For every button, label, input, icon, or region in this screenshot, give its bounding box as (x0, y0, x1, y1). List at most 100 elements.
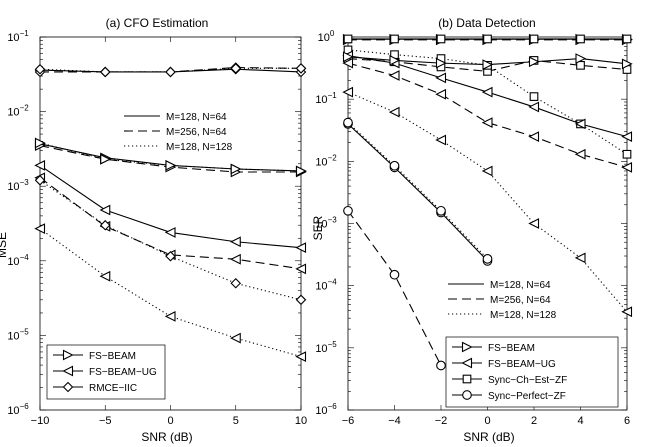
panel-a-xlabel: SNR (dB) (141, 430, 192, 444)
data-point (164, 310, 176, 322)
data-point (435, 88, 447, 100)
data-point (574, 252, 586, 264)
data-point (436, 205, 446, 216)
y-tick-label: 10−1 (315, 91, 337, 106)
data-point (482, 254, 493, 264)
series-line (39, 228, 302, 358)
legend-marker-label: FS−BEAM−UG (89, 367, 157, 378)
data-point (481, 117, 493, 128)
x-tick-label: −6 (342, 415, 355, 427)
series-line (39, 179, 302, 301)
data-point (164, 227, 176, 238)
y-tick-label: 10−3 (7, 178, 29, 193)
data-point (343, 34, 353, 44)
panel-cfo-estimation: (a) CFO Estimation SNR (dB) MSE −10 −5 0 5 1… (0, 16, 307, 444)
y-tick-label: 10−6 (7, 402, 29, 417)
panel-a-linestyle-legend: M=128, N=64 M=256, N=64 M=128, N=128 (124, 112, 233, 153)
data-point (34, 63, 46, 75)
data-point (34, 137, 46, 149)
y-tick-label: 10−2 (7, 104, 29, 119)
data-point (342, 86, 354, 98)
data-point (621, 131, 633, 142)
panel-data-detection: (b) Data Detection SNR (dB) SER −6 −4 −2 0 2… (311, 16, 633, 444)
panel-b-ylabel: SER (311, 215, 325, 240)
data-point (342, 51, 354, 63)
data-point (165, 160, 177, 171)
x-tick-label: 0 (167, 415, 173, 427)
panel-b-axes: −6 −4 −2 0 2 4 6 10−6 10−5 10−4 10−3 10−2 10−1 100 (315, 29, 630, 427)
data-point (621, 306, 633, 318)
data-point (481, 165, 493, 177)
x-tick-label: −5 (99, 415, 112, 427)
legend-line-label: M=128, N=64 (490, 280, 551, 291)
data-point (295, 351, 307, 362)
y-tick-label: 100 (318, 29, 335, 44)
data-point (528, 131, 540, 142)
legend-marker-label: FS−BEAM (488, 343, 535, 354)
data-point (295, 263, 307, 275)
data-point (482, 59, 494, 70)
data-point (435, 72, 447, 84)
data-point (435, 134, 447, 146)
x-tick-label: −4 (388, 415, 401, 427)
series-line (347, 123, 488, 262)
data-point (343, 205, 353, 216)
data-point (528, 218, 540, 229)
legend-marker-sample (62, 349, 74, 361)
data-point (528, 101, 540, 113)
data-point (230, 253, 241, 265)
data-point (165, 250, 176, 262)
legend-line-label: M=128, N=64 (166, 112, 227, 123)
data-point (165, 66, 176, 78)
y-tick-label: 10−3 (315, 216, 337, 231)
data-point (389, 55, 401, 66)
y-tick-label: 10−4 (7, 253, 29, 268)
legend-marker-sample (62, 381, 74, 393)
y-tick-label: 10−6 (315, 402, 337, 417)
x-tick-label: 0 (484, 415, 490, 427)
data-point (481, 86, 493, 98)
data-point (576, 34, 585, 44)
legend-line-label: M=128, N=128 (166, 142, 233, 153)
data-point (100, 153, 111, 165)
legend-marker-label: RMCE−IIC (89, 383, 137, 394)
data-point (295, 63, 307, 74)
legend-marker-sample (462, 390, 472, 400)
data-point (576, 60, 585, 70)
data-point (529, 34, 539, 44)
legend-marker-label: FS−BEAM−UG (488, 359, 556, 370)
data-point (99, 204, 111, 216)
legend-line-label: M=128, N=128 (490, 310, 557, 321)
data-point (295, 242, 307, 254)
data-point (390, 34, 399, 44)
data-point (99, 270, 111, 282)
data-point (389, 269, 400, 280)
data-point (230, 332, 241, 344)
y-tick-label: 10−4 (315, 278, 337, 293)
x-tick-label: −10 (31, 415, 50, 427)
data-point (343, 117, 353, 128)
x-tick-label: 6 (624, 415, 630, 427)
data-point (34, 175, 46, 186)
data-point (622, 34, 632, 44)
y-tick-label: 10−1 (7, 29, 29, 44)
panel-b-title: (b) Data Detection (438, 16, 535, 30)
data-point (99, 219, 111, 231)
y-tick-label: 10−5 (315, 340, 337, 355)
legend-marker-label: FS−BEAM (89, 351, 136, 362)
data-point (436, 360, 446, 371)
panel-b-linestyle-legend: M=128, N=64 M=256, N=64 M=128, N=128 (448, 280, 557, 321)
data-point (388, 70, 400, 81)
data-point (483, 34, 492, 44)
data-point (295, 294, 307, 306)
legend-marker-sample (62, 365, 74, 377)
legend-marker-label: Sync−Ch−Est−ZF (488, 375, 567, 386)
panel-a-ylabel: MSE (0, 232, 9, 258)
data-point (99, 66, 111, 78)
data-point (388, 106, 400, 118)
data-point (230, 163, 242, 175)
data-point (295, 165, 307, 177)
legend-line-label: M=256, N=64 (490, 295, 551, 306)
legend-marker-sample (461, 341, 473, 353)
